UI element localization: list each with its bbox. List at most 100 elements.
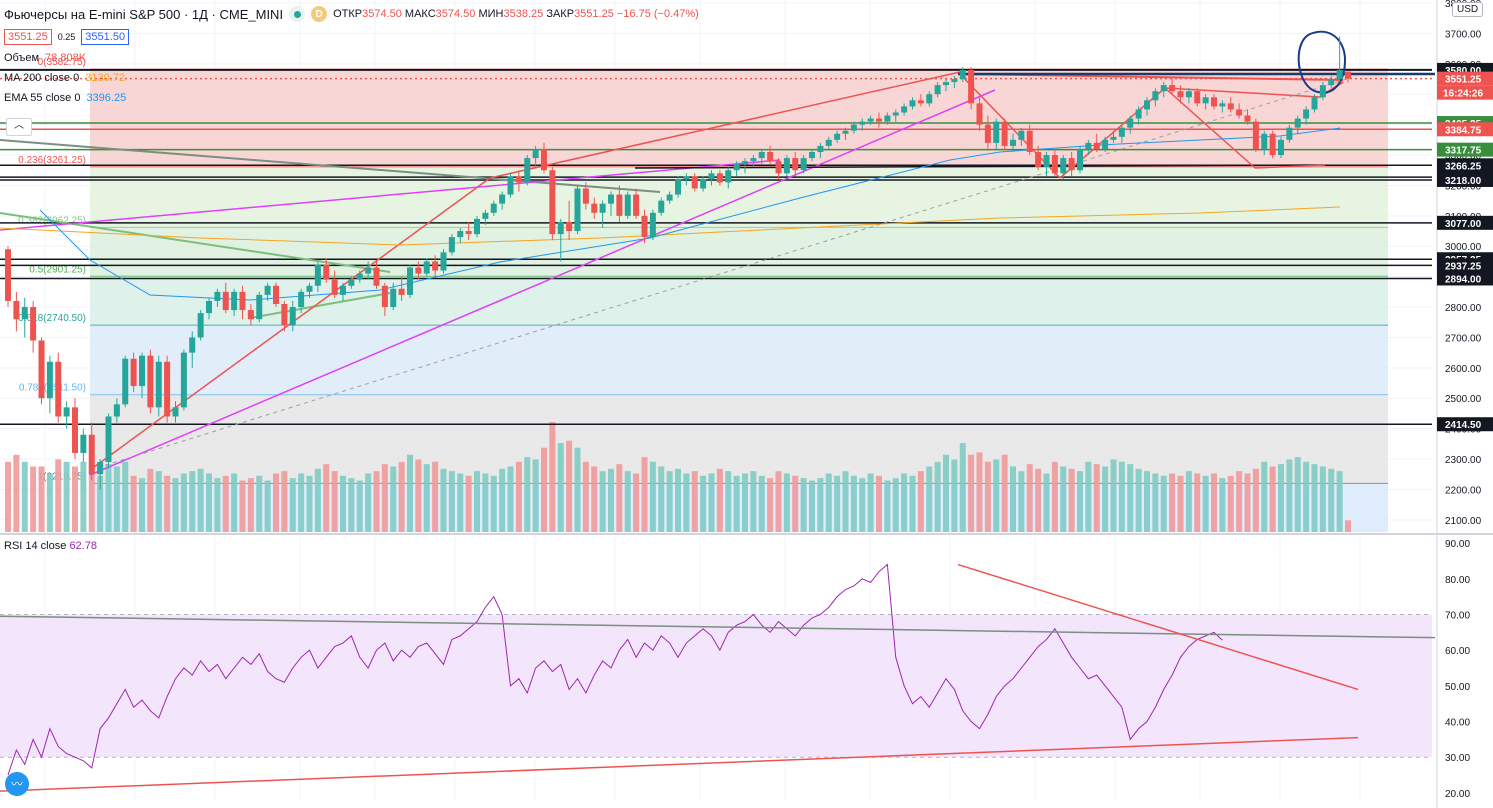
candle-body — [1219, 103, 1226, 107]
volume-bar — [1261, 461, 1268, 532]
candle-body — [38, 340, 45, 399]
volume-bar — [649, 461, 656, 532]
trend-line — [634, 164, 1326, 169]
volume-bar — [398, 461, 405, 532]
candle-body — [666, 194, 673, 201]
candle-body — [139, 355, 145, 387]
collapse-legend-button[interactable]: ︿ — [6, 118, 32, 136]
volume-bar — [214, 478, 221, 532]
candle-body — [1001, 121, 1008, 146]
currency-button[interactable]: USD — [1452, 2, 1484, 17]
fib-zone — [90, 276, 1388, 326]
sell-price-button[interactable]: 3551.25 — [4, 29, 52, 45]
trend-drawings — [0, 30, 1435, 476]
candle-body — [298, 291, 305, 308]
volume-bar — [666, 471, 673, 532]
ema-label[interactable]: EMA 55 close 0 — [4, 92, 81, 104]
ema-value: 3396.25 — [86, 92, 127, 104]
candle-body — [959, 69, 966, 80]
candle-body — [901, 106, 908, 113]
candle-body — [373, 267, 380, 286]
candle-body — [1077, 148, 1083, 171]
volume-bar — [850, 475, 857, 532]
volume-bar — [943, 454, 949, 532]
volume-bar — [758, 475, 765, 532]
price-tick-label: 2500.00 — [1445, 394, 1482, 405]
candle-body — [733, 164, 740, 171]
countdown-label: 16:24:26 — [1443, 89, 1483, 100]
volume-bar — [231, 473, 238, 532]
volume-bar — [767, 478, 774, 532]
volume-bar — [633, 473, 640, 532]
candle-body — [566, 221, 573, 232]
candle-body — [88, 434, 95, 475]
candle-body — [122, 358, 129, 405]
ema-55-line — [39, 127, 1341, 301]
price-level-tag — [1437, 215, 1493, 230]
candle-body — [716, 173, 723, 183]
volume-bar — [1043, 473, 1050, 532]
rsi-tick-label: 30.00 — [1445, 753, 1470, 764]
candle-body — [641, 215, 648, 238]
candle-body — [809, 152, 815, 159]
candle-body — [951, 79, 958, 83]
volume-bar — [390, 466, 397, 532]
candle-body — [1311, 97, 1318, 110]
volume-bar — [289, 478, 296, 532]
candle-body — [1118, 127, 1125, 137]
candle-body — [984, 124, 991, 143]
rsi-line — [7, 563, 1223, 776]
ma-value: 3130.72 — [85, 72, 125, 84]
price-level-tag — [1437, 258, 1493, 273]
volume-bar — [574, 447, 581, 532]
volume-bar — [264, 480, 271, 532]
volume-bar — [725, 471, 732, 532]
volume-bar — [5, 461, 11, 532]
volume-bar — [917, 471, 924, 532]
volume-bar — [1068, 468, 1075, 532]
candle-body — [1051, 155, 1058, 174]
candle-body — [1303, 109, 1310, 119]
volume-bar — [1202, 475, 1209, 532]
volume-bar — [465, 475, 472, 532]
candle-body — [876, 118, 882, 122]
buy-price-button[interactable]: 3551.50 — [81, 29, 130, 45]
candle-body — [1110, 136, 1117, 140]
volume-bar — [256, 475, 263, 532]
candle-body — [407, 267, 413, 295]
volume-bar — [800, 478, 807, 532]
delay-badge[interactable]: D — [311, 6, 328, 22]
volume-bar — [959, 443, 966, 532]
candle-body — [599, 203, 606, 213]
volume-bar — [825, 473, 832, 532]
price-level-label: 3077.00 — [1445, 219, 1482, 230]
volume-bar — [708, 473, 715, 532]
tradingview-logo-icon[interactable]: 〰 — [5, 772, 29, 796]
symbol-title[interactable]: Фьючерсы на E-mini S&P 500 · 1Д · CME_MI… — [4, 6, 284, 22]
candle-body — [490, 203, 497, 213]
candle-body — [1085, 142, 1092, 149]
price-level-label: 3551.25 — [1445, 75, 1482, 86]
candle-body — [448, 237, 455, 253]
volume-bar — [582, 461, 589, 532]
fib-zone — [90, 394, 1388, 484]
candle-body — [113, 404, 120, 417]
candle-body — [1093, 142, 1100, 149]
candle-body — [1169, 85, 1176, 92]
volume-bar — [457, 473, 464, 532]
volume-bar — [415, 459, 422, 532]
fib-label: 0.5(2901.25) — [29, 264, 86, 275]
market-status-icon[interactable] — [289, 6, 306, 22]
rsi-legend[interactable]: RSI 14 close 62.78 — [4, 540, 97, 552]
candle-body — [725, 170, 732, 183]
volume-bar — [381, 464, 388, 532]
candle-body — [792, 158, 799, 171]
ma-label[interactable]: MA 200 close 0 — [4, 72, 80, 84]
volume-bar — [515, 461, 522, 532]
volume-bar — [1269, 466, 1276, 532]
volume-label[interactable]: Объем — [4, 52, 40, 64]
candle-body — [549, 170, 556, 235]
ohlc-values: ОТКР3574.50 МАКС3574.50 МИН3538.25 ЗАКР3… — [333, 8, 699, 20]
candle-body — [507, 176, 514, 195]
